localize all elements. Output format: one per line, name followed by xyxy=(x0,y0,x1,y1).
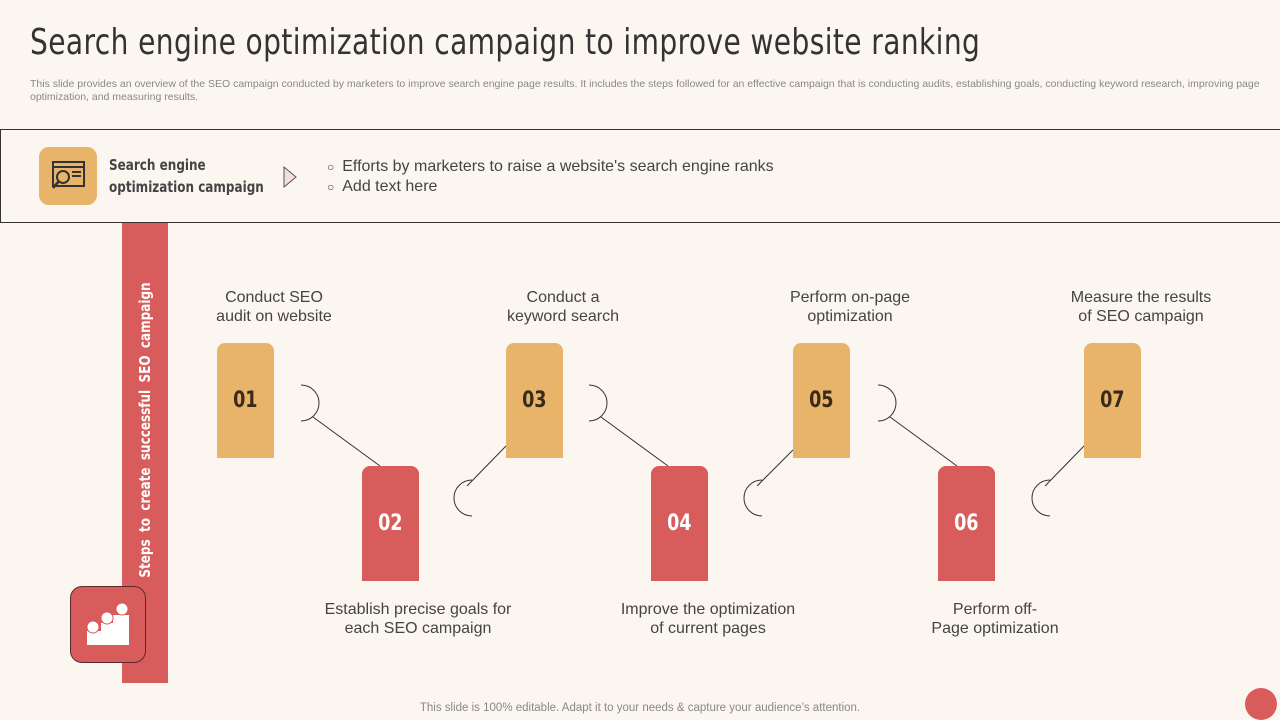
banner-bullets: Efforts by marketers to raise a website'… xyxy=(327,157,774,197)
step-label-01: Conduct SEO audit on website xyxy=(216,289,332,325)
step-label-05: Perform on-page optimization xyxy=(789,289,911,325)
step-card-04: 04 xyxy=(651,466,708,581)
step-card-05: 05 xyxy=(793,343,850,458)
step-card-02: 02 xyxy=(362,466,419,581)
seo-browser-icon xyxy=(39,147,97,205)
step-card-06: 06 xyxy=(938,466,995,581)
bullet-item: Efforts by marketers to raise a website'… xyxy=(327,157,773,177)
page-subtitle: This slide provides an overview of the S… xyxy=(30,78,1260,103)
step-label-04: Improve the optimization of current pages xyxy=(620,601,796,637)
footer-note: This slide is 100% editable. Adapt it to… xyxy=(419,702,861,714)
page-title: Search engine optimization campaign to i… xyxy=(30,22,981,63)
corner-dot xyxy=(1245,688,1277,720)
stairs-podium-icon xyxy=(70,586,146,663)
step-label-06: Perform off- Page optimization xyxy=(931,601,1059,637)
step-label-03: Conduct a keyword search xyxy=(506,289,620,325)
step-card-01: 01 xyxy=(217,343,274,458)
step-card-07: 07 xyxy=(1084,343,1141,458)
triangle-arrow-icon xyxy=(283,166,297,188)
bullet-item: Add text here xyxy=(327,177,774,197)
step-label-02: Establish precise goals for each SEO camp… xyxy=(324,601,512,637)
banner-title: Search engine optimization campaign xyxy=(109,156,264,196)
step-card-03: 03 xyxy=(506,343,563,458)
step-label-07: Measure the results of SEO campaign xyxy=(1070,289,1212,325)
